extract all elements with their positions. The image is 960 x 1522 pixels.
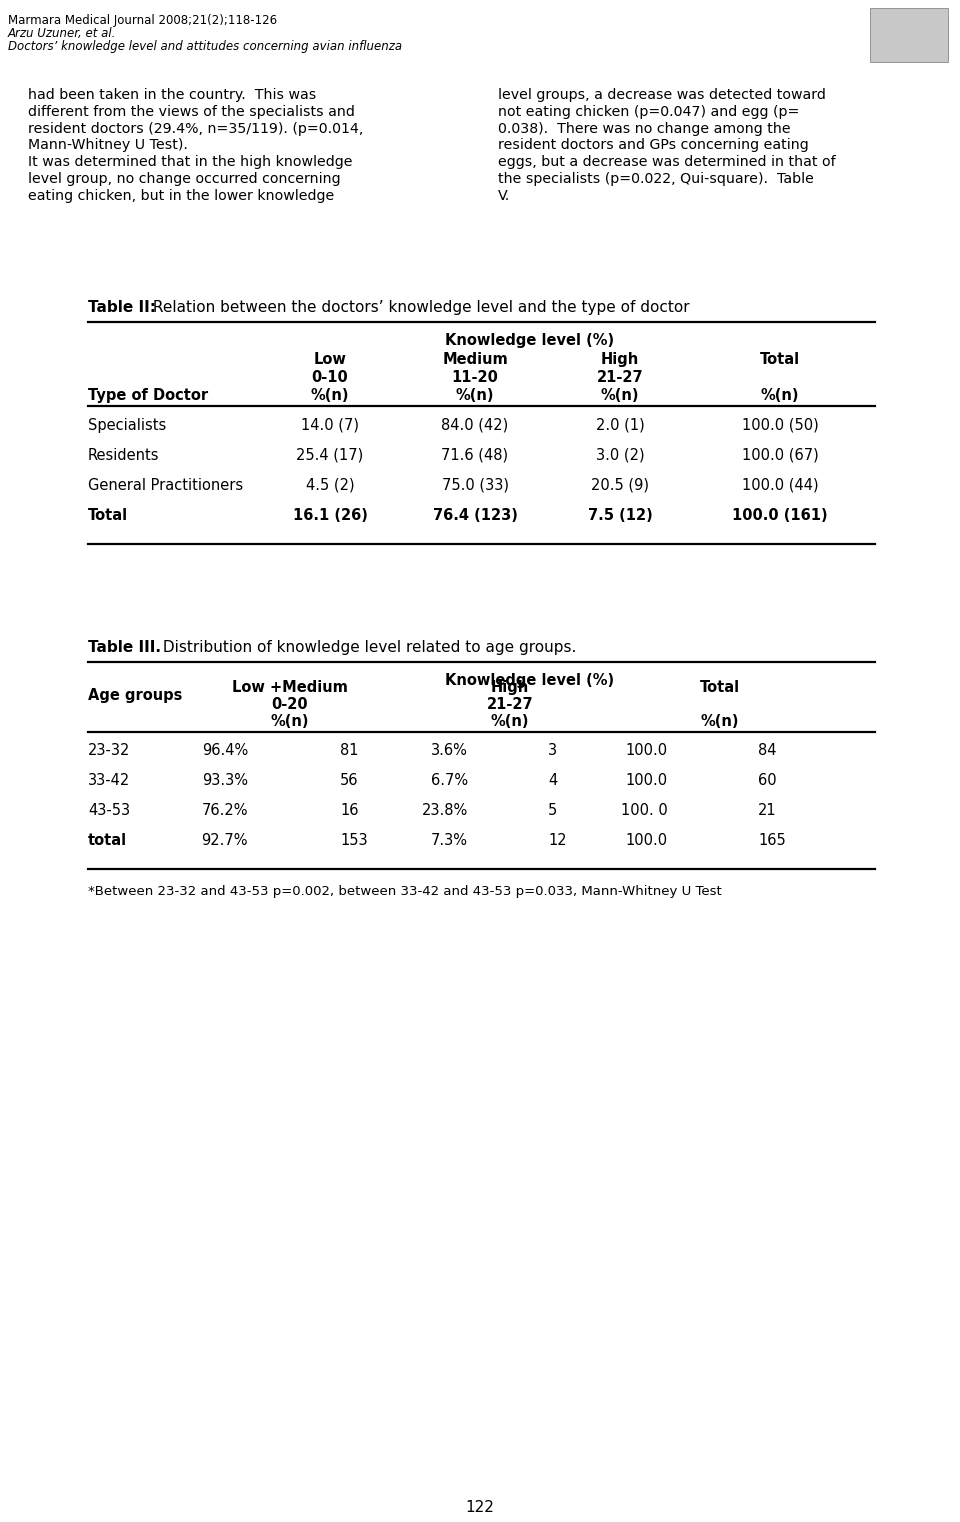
Text: resident doctors and GPs concerning eating: resident doctors and GPs concerning eati…: [498, 139, 808, 152]
Text: 100.0 (50): 100.0 (50): [742, 419, 818, 432]
Text: 100.0: 100.0: [626, 743, 668, 758]
Text: Mann-Whitney U Test).: Mann-Whitney U Test).: [28, 139, 188, 152]
Text: 100.0: 100.0: [626, 833, 668, 848]
Text: High: High: [601, 352, 639, 367]
Text: 100.0 (44): 100.0 (44): [742, 478, 818, 493]
Text: Relation between the doctors’ knowledge level and the type of doctor: Relation between the doctors’ knowledge …: [148, 300, 689, 315]
Text: 4: 4: [548, 773, 557, 788]
Text: 56: 56: [340, 773, 358, 788]
Text: had been taken in the country.  This was: had been taken in the country. This was: [28, 88, 316, 102]
Text: 43-53: 43-53: [88, 804, 131, 817]
Text: Type of Doctor: Type of Doctor: [88, 388, 208, 403]
Text: 20.5 (9): 20.5 (9): [591, 478, 649, 493]
Text: 21: 21: [758, 804, 777, 817]
Text: %(n): %(n): [701, 714, 739, 729]
Text: 0-10: 0-10: [312, 370, 348, 385]
Text: level group, no change occurred concerning: level group, no change occurred concerni…: [28, 172, 341, 186]
Text: 4.5 (2): 4.5 (2): [305, 478, 354, 493]
Text: 153: 153: [340, 833, 368, 848]
Text: 7.5 (12): 7.5 (12): [588, 508, 653, 524]
Text: not eating chicken (p=0.047) and egg (p=: not eating chicken (p=0.047) and egg (p=: [498, 105, 800, 119]
Text: Residents: Residents: [88, 447, 159, 463]
Text: %(n): %(n): [311, 388, 349, 403]
Text: eating chicken, but in the lower knowledge: eating chicken, but in the lower knowled…: [28, 189, 334, 202]
Text: 100.0: 100.0: [626, 773, 668, 788]
Text: %(n): %(n): [491, 714, 529, 729]
Text: 0-20: 0-20: [272, 697, 308, 712]
Text: 84.0 (42): 84.0 (42): [442, 419, 509, 432]
Text: 5: 5: [548, 804, 557, 817]
Text: 33-42: 33-42: [88, 773, 131, 788]
Text: 81: 81: [340, 743, 358, 758]
Text: 23.8%: 23.8%: [421, 804, 468, 817]
Text: 0.038).  There was no change among the: 0.038). There was no change among the: [498, 122, 791, 135]
Text: 75.0 (33): 75.0 (33): [442, 478, 509, 493]
Text: %(n): %(n): [271, 714, 309, 729]
Text: 3: 3: [548, 743, 557, 758]
Text: 3.0 (2): 3.0 (2): [596, 447, 644, 463]
Text: total: total: [88, 833, 127, 848]
Text: 96.4%: 96.4%: [202, 743, 248, 758]
Text: 6.7%: 6.7%: [431, 773, 468, 788]
Text: 25.4 (17): 25.4 (17): [297, 447, 364, 463]
Text: Distribution of knowledge level related to age groups.: Distribution of knowledge level related …: [158, 639, 576, 654]
Text: resident doctors (29.4%, n=35/119). (p=0.014,: resident doctors (29.4%, n=35/119). (p=0…: [28, 122, 364, 135]
Text: 100.0 (67): 100.0 (67): [742, 447, 818, 463]
Text: %(n): %(n): [760, 388, 800, 403]
Text: eggs, but a decrease was determined in that of: eggs, but a decrease was determined in t…: [498, 155, 835, 169]
Text: 16: 16: [340, 804, 358, 817]
Text: 12: 12: [548, 833, 566, 848]
Text: General Practitioners: General Practitioners: [88, 478, 243, 493]
Text: different from the views of the specialists and: different from the views of the speciali…: [28, 105, 355, 119]
Text: 60: 60: [758, 773, 777, 788]
Text: Total: Total: [700, 680, 740, 696]
Text: 93.3%: 93.3%: [202, 773, 248, 788]
Text: 76.4 (123): 76.4 (123): [433, 508, 517, 524]
Text: %(n): %(n): [601, 388, 639, 403]
Text: *Between 23-32 and 43-53 p=0.002, between 33-42 and 43-53 p=0.033, Mann-Whitney : *Between 23-32 and 43-53 p=0.002, betwee…: [88, 884, 722, 898]
Text: Specialists: Specialists: [88, 419, 166, 432]
Text: 21-27: 21-27: [597, 370, 643, 385]
Text: 14.0 (7): 14.0 (7): [301, 419, 359, 432]
Text: 122: 122: [466, 1501, 494, 1514]
Text: 2.0 (1): 2.0 (1): [595, 419, 644, 432]
Text: 84: 84: [758, 743, 777, 758]
Text: 92.7%: 92.7%: [202, 833, 248, 848]
Text: Knowledge level (%): Knowledge level (%): [445, 673, 614, 688]
Text: Doctors’ knowledge level and attitudes concerning avian influenza: Doctors’ knowledge level and attitudes c…: [8, 40, 402, 53]
Text: 71.6 (48): 71.6 (48): [442, 447, 509, 463]
Text: Table II:: Table II:: [88, 300, 156, 315]
Text: 23-32: 23-32: [88, 743, 131, 758]
Text: Low: Low: [314, 352, 347, 367]
Text: Total: Total: [760, 352, 800, 367]
Text: level groups, a decrease was detected toward: level groups, a decrease was detected to…: [498, 88, 826, 102]
Text: 3.6%: 3.6%: [431, 743, 468, 758]
Text: 100. 0: 100. 0: [621, 804, 668, 817]
Text: 100.0 (161): 100.0 (161): [732, 508, 828, 524]
Text: Age groups: Age groups: [88, 688, 182, 703]
Text: 165: 165: [758, 833, 785, 848]
Text: Low +Medium: Low +Medium: [232, 680, 348, 696]
Text: It was determined that in the high knowledge: It was determined that in the high knowl…: [28, 155, 352, 169]
Text: V.: V.: [498, 189, 511, 202]
Text: 21-27: 21-27: [487, 697, 534, 712]
Text: the specialists (p=0.022, Qui-square).  Table: the specialists (p=0.022, Qui-square). T…: [498, 172, 814, 186]
Text: Marmara Medical Journal 2008;21(2);118-126: Marmara Medical Journal 2008;21(2);118-1…: [8, 14, 277, 27]
Text: Arzu Uzuner, et al.: Arzu Uzuner, et al.: [8, 27, 116, 40]
Text: Medium: Medium: [443, 352, 508, 367]
Text: Knowledge level (%): Knowledge level (%): [445, 333, 614, 349]
Text: 11-20: 11-20: [451, 370, 498, 385]
Text: %(n): %(n): [456, 388, 494, 403]
Text: Total: Total: [88, 508, 128, 524]
Text: 7.3%: 7.3%: [431, 833, 468, 848]
Text: 76.2%: 76.2%: [202, 804, 248, 817]
Text: Table III.: Table III.: [88, 639, 161, 654]
Text: 16.1 (26): 16.1 (26): [293, 508, 368, 524]
Text: High: High: [491, 680, 529, 696]
